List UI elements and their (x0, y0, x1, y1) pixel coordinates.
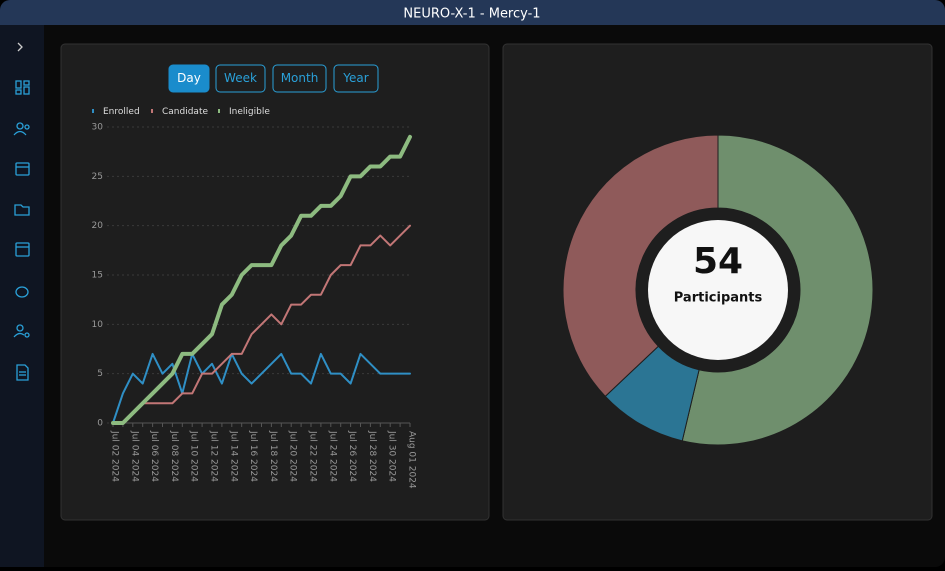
x-tick-label: Jul 22 2024 (308, 430, 318, 482)
sidebar (0, 25, 44, 567)
x-tick-label: Jul 06 2024 (149, 430, 159, 482)
range-button[interactable] (215, 64, 266, 93)
people-icon[interactable] (13, 122, 30, 136)
calendar-icon[interactable] (15, 162, 30, 176)
y-tick-label: 30 (92, 123, 104, 133)
x-tick-label: Jul 12 2024 (209, 430, 219, 482)
x-tick-label: Aug 01 2024 (407, 431, 417, 489)
expand-icon[interactable] (17, 42, 23, 52)
document-icon[interactable] (16, 364, 29, 381)
series-line (112, 352, 411, 424)
x-tick-label: Jul 20 2024 (288, 430, 298, 482)
center-label: Participants (674, 291, 763, 306)
title-bar (0, 0, 945, 25)
range-button-label: Month (281, 71, 319, 85)
x-tick-label: Jul 10 2024 (189, 430, 199, 482)
sidebar-icons (13, 42, 30, 381)
x-tick-label: Jul 26 2024 (347, 430, 357, 482)
range-button[interactable] (333, 64, 379, 93)
x-tick-label: Jul 24 2024 (327, 430, 337, 482)
window-title: NEURO-X-1 - Mercy-1 (403, 7, 540, 22)
y-tick-label: 0 (97, 419, 103, 429)
savings-icon[interactable] (15, 286, 29, 298)
x-tick-label: Jul 14 2024 (228, 430, 238, 482)
series-line (111, 134, 412, 425)
x-tick-label: Jul 08 2024 (169, 430, 179, 482)
x-tick-label: Jul 16 2024 (248, 430, 258, 482)
series-line (112, 224, 411, 424)
legend-label: Enrolled (103, 107, 140, 117)
y-tick-label: 10 (92, 320, 104, 330)
range-button-label: Week (224, 71, 257, 85)
dashboard-icon[interactable] (15, 80, 30, 95)
range-button[interactable] (168, 64, 210, 93)
legend-label: Candidate (162, 107, 208, 117)
range-button-label: Year (342, 71, 368, 85)
user-settings-icon[interactable] (13, 324, 30, 338)
y-tick-label: 20 (92, 221, 104, 231)
x-tick-label: Jul 04 2024 (129, 430, 139, 482)
y-tick-label: 5 (97, 369, 103, 379)
center-value: 54 (693, 241, 743, 282)
archive-icon[interactable] (15, 242, 30, 257)
y-tick-label: 25 (92, 172, 103, 182)
x-tick-label: Jul 28 2024 (367, 430, 377, 482)
range-button[interactable] (272, 64, 327, 93)
x-tick-label: Jul 18 2024 (268, 430, 278, 482)
range-button-label: Day (177, 71, 201, 85)
folder-icon[interactable] (14, 204, 30, 216)
center-disc (648, 220, 788, 360)
y-tick-label: 15 (92, 271, 103, 281)
x-tick-label: Jul 30 2024 (387, 430, 397, 482)
x-tick-label: Jul 02 2024 (110, 430, 120, 482)
legend-label: Ineligible (229, 107, 270, 117)
